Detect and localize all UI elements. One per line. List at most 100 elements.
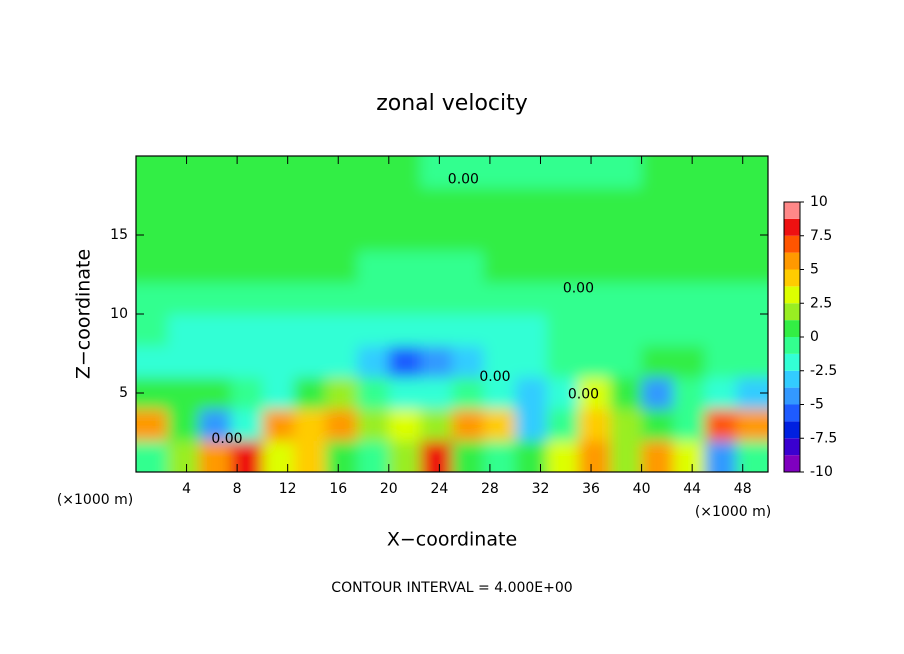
field-cell — [610, 156, 643, 189]
field-cell — [610, 440, 643, 472]
field-cell — [357, 314, 390, 347]
contour-label: 0.00 — [568, 387, 599, 403]
field-cell — [167, 250, 200, 283]
field-cell — [483, 187, 516, 220]
field-cell — [704, 440, 737, 472]
field-cell — [578, 377, 611, 410]
field-cell — [136, 250, 169, 283]
field-cell — [199, 345, 232, 378]
field-cell — [262, 156, 295, 189]
y-unit: (×1000 m) — [57, 492, 133, 508]
field-cell — [262, 345, 295, 378]
colorbar-swatch — [784, 252, 800, 270]
field-cell — [294, 156, 327, 189]
field-cell — [673, 314, 706, 347]
field-cell — [230, 282, 263, 315]
field-cell — [325, 250, 358, 283]
field-cell — [199, 377, 232, 410]
x-tick-label: 8 — [233, 481, 242, 497]
field-cell — [294, 440, 327, 472]
field-cell — [641, 408, 674, 441]
colorbar-tick-label: 7.5 — [810, 228, 832, 244]
field-cell — [230, 156, 263, 189]
field-cell — [388, 282, 421, 315]
field-cell — [704, 314, 737, 347]
field-cell — [515, 187, 548, 220]
field-cell — [230, 345, 263, 378]
field-cell — [704, 282, 737, 315]
field-cell — [420, 250, 453, 283]
field-cell — [262, 408, 295, 441]
field-cell — [704, 345, 737, 378]
field-cell — [388, 156, 421, 189]
field-cell — [230, 250, 263, 283]
field-cell — [452, 408, 485, 441]
field-cell — [357, 408, 390, 441]
field-cell — [515, 250, 548, 283]
field-cell — [610, 282, 643, 315]
field-cell — [388, 377, 421, 410]
field-cell — [262, 219, 295, 252]
colorbar-tick-label: -2.5 — [810, 363, 837, 379]
field-cell — [136, 156, 169, 189]
field-cell — [420, 219, 453, 252]
field-cell — [673, 187, 706, 220]
field-cell — [673, 156, 706, 189]
field-cell — [673, 377, 706, 410]
field-cell — [230, 440, 263, 472]
field-cell — [515, 282, 548, 315]
field-cell — [673, 282, 706, 315]
field-cell — [483, 377, 516, 410]
field-cell — [546, 219, 579, 252]
colorbar-swatch — [784, 370, 800, 388]
field-cell — [294, 250, 327, 283]
colorbar-swatch — [784, 235, 800, 253]
field-cell — [736, 440, 768, 472]
colorbar-tick-label: -10 — [810, 464, 833, 480]
field-cell — [420, 345, 453, 378]
field-cell — [673, 250, 706, 283]
field-cell — [199, 314, 232, 347]
field-cell — [167, 345, 200, 378]
field-cell — [357, 219, 390, 252]
field-cell — [388, 219, 421, 252]
field-cell — [736, 408, 768, 441]
x-tick-label: 48 — [734, 481, 752, 497]
field-cell — [641, 377, 674, 410]
field-cell — [452, 345, 485, 378]
field-cell — [641, 219, 674, 252]
field-cell — [230, 377, 263, 410]
field-cell — [388, 187, 421, 220]
y-tick-label: 10 — [110, 306, 128, 322]
field-cell — [167, 377, 200, 410]
field-cell — [294, 282, 327, 315]
field-cell — [136, 314, 169, 347]
field-cell — [199, 219, 232, 252]
field-cell — [483, 314, 516, 347]
field-cell — [294, 345, 327, 378]
field-cell — [199, 408, 232, 441]
field-cell — [483, 282, 516, 315]
field-cell — [167, 408, 200, 441]
field-cell — [578, 219, 611, 252]
field-cell — [452, 156, 485, 189]
field-cell — [673, 440, 706, 472]
field — [136, 156, 768, 472]
field-cell — [420, 314, 453, 347]
y-tick-label: 5 — [119, 385, 128, 401]
colorbar-swatch — [784, 387, 800, 405]
field-cell — [704, 408, 737, 441]
field-cell — [167, 156, 200, 189]
field-cell — [325, 156, 358, 189]
field-cell — [262, 187, 295, 220]
field-cell — [610, 187, 643, 220]
field-cell — [262, 377, 295, 410]
field-cell — [515, 440, 548, 472]
field-cell — [388, 408, 421, 441]
field-cell — [262, 250, 295, 283]
field-cell — [641, 250, 674, 283]
field-cell — [673, 345, 706, 378]
colorbar-swatch — [784, 269, 800, 287]
